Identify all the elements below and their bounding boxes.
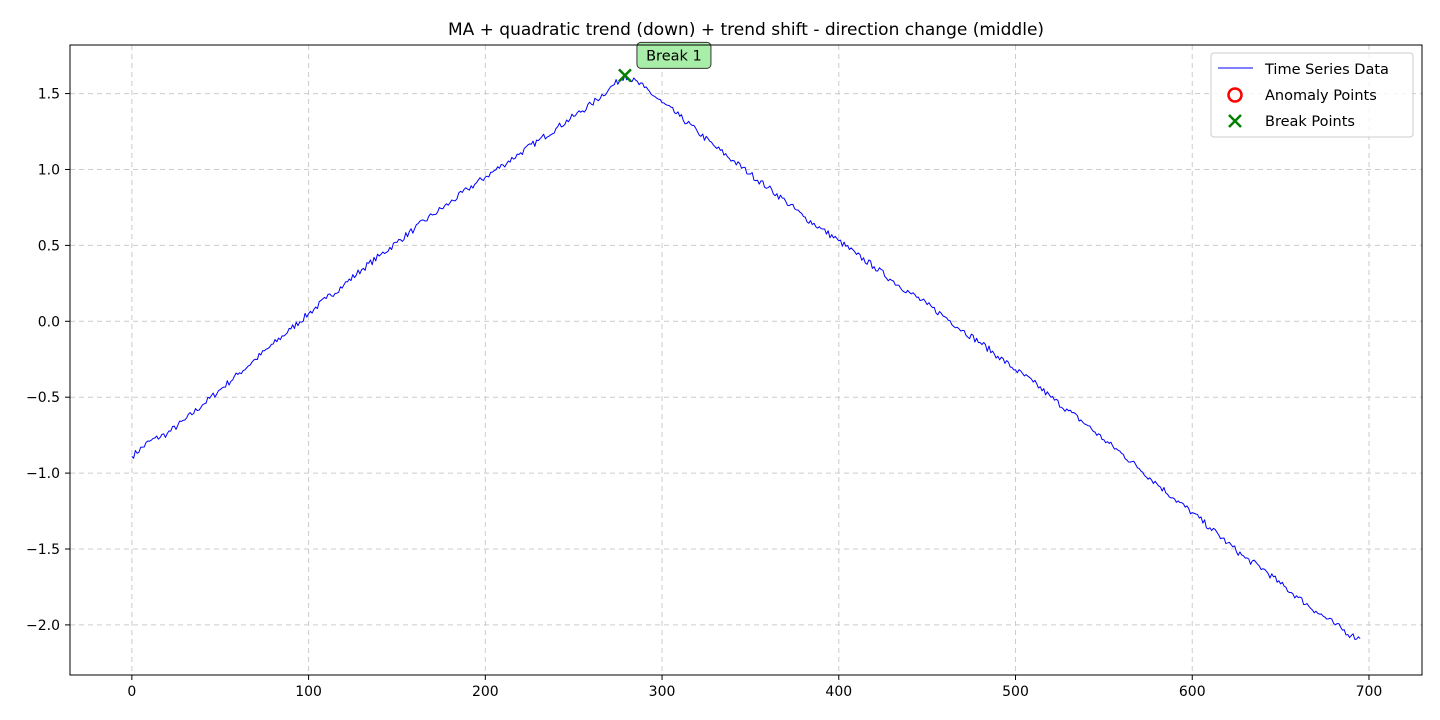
legend-anomaly-marker xyxy=(1227,87,1243,103)
x-tick-label: 700 xyxy=(1356,684,1383,700)
y-tick-label: 1.5 xyxy=(38,87,60,103)
legend-label-series: Time Series Data xyxy=(1264,62,1389,78)
legend: Time Series Data Anomaly Points Break Po… xyxy=(1210,52,1414,138)
series-layer xyxy=(131,74,1361,640)
x-tick-label: 500 xyxy=(1002,684,1029,700)
y-tick-label: 0.5 xyxy=(38,238,60,254)
y-tick-label: −1.5 xyxy=(26,542,60,558)
x-tick-label: 100 xyxy=(295,684,322,700)
legend-box xyxy=(1210,52,1414,138)
x-tick-label: 0 xyxy=(127,684,136,700)
break-annotation-label: Break 1 xyxy=(646,48,702,64)
plot-area-frame xyxy=(69,44,1423,676)
x-tick-label: 200 xyxy=(472,684,499,700)
break-point-marker xyxy=(618,68,632,83)
legend-label-break: Break Points xyxy=(1265,114,1355,130)
series-line-time-series-data xyxy=(131,74,1361,640)
axis-ticks: 0 100 200 300 400 500 600 700 1.5 1.0 0.5 0.0 −0.5 −1… xyxy=(26,87,1382,700)
legend-break-marker xyxy=(1228,114,1242,128)
y-tick-label: −0.5 xyxy=(26,390,60,406)
y-tick-label: −2.0 xyxy=(26,618,60,634)
grid-lines xyxy=(70,45,1422,675)
x-tick-label: 300 xyxy=(649,684,676,700)
x-tick-label: 600 xyxy=(1179,684,1206,700)
legend-label-anomaly: Anomaly Points xyxy=(1265,88,1377,104)
chart-title: MA + quadratic trend (down) + trend shif… xyxy=(448,20,1044,40)
y-tick-label: −1.0 xyxy=(26,466,60,482)
y-tick-label: 1.0 xyxy=(38,162,60,178)
break-points-layer: Break 1 xyxy=(618,41,712,83)
break-annotation-box xyxy=(636,41,712,69)
x-tick-label: 400 xyxy=(825,684,852,700)
y-tick-label: 0.0 xyxy=(38,314,60,330)
